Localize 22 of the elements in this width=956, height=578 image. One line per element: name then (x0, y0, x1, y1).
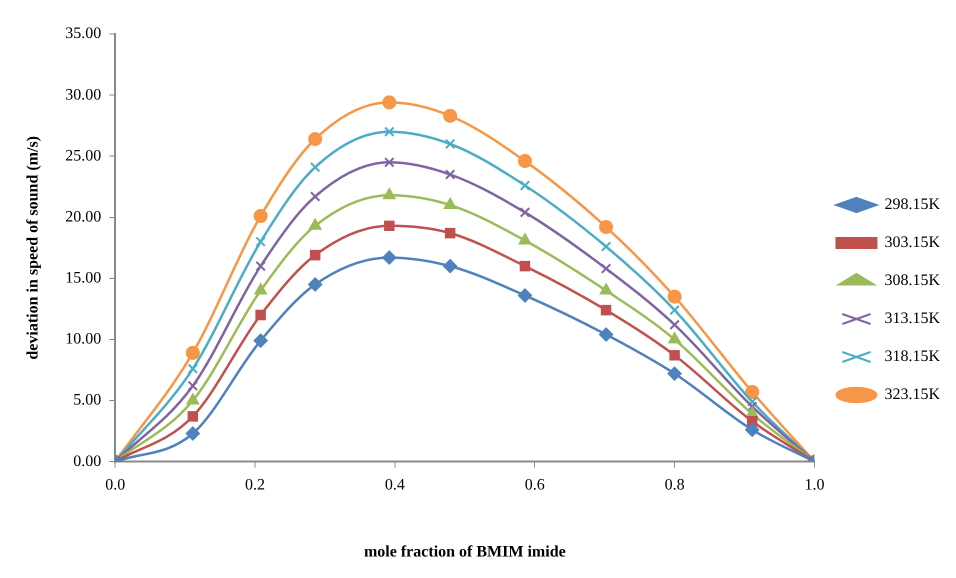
x-tick-label: 0.6 (524, 476, 545, 494)
y-axis-title: deviation in speed of sound (m/s) (24, 136, 42, 360)
y-tick-label: 20.00 (65, 208, 102, 226)
x-axis-title: mole fraction of BMIM imide (364, 544, 566, 561)
legend-label: 323.15K (884, 386, 940, 404)
legend-label: 313.15K (884, 310, 940, 328)
y-tick-label: 25.00 (65, 147, 102, 164)
y-tick-label: 30.00 (65, 86, 102, 104)
x-tick-label: 0.2 (245, 476, 266, 494)
legend-label: 318.15K (884, 348, 940, 366)
x-tick-label: 0.4 (384, 476, 405, 494)
y-tick-label: 10.00 (65, 330, 102, 348)
x-tick-label: 1.0 (804, 476, 824, 494)
y-tick-label: 5.00 (73, 392, 102, 409)
x-tick-label: 0.0 (105, 476, 126, 494)
legend-label: 303.15K (884, 234, 940, 252)
y-tick-label: 15.00 (65, 270, 102, 287)
x-tick-label: 0.8 (664, 476, 685, 494)
y-tick-label: 0.00 (73, 452, 102, 470)
y-tick-label: 35.00 (65, 25, 102, 42)
legend-label: 298.15K (884, 196, 940, 214)
legend-label: 308.15K (884, 272, 940, 290)
